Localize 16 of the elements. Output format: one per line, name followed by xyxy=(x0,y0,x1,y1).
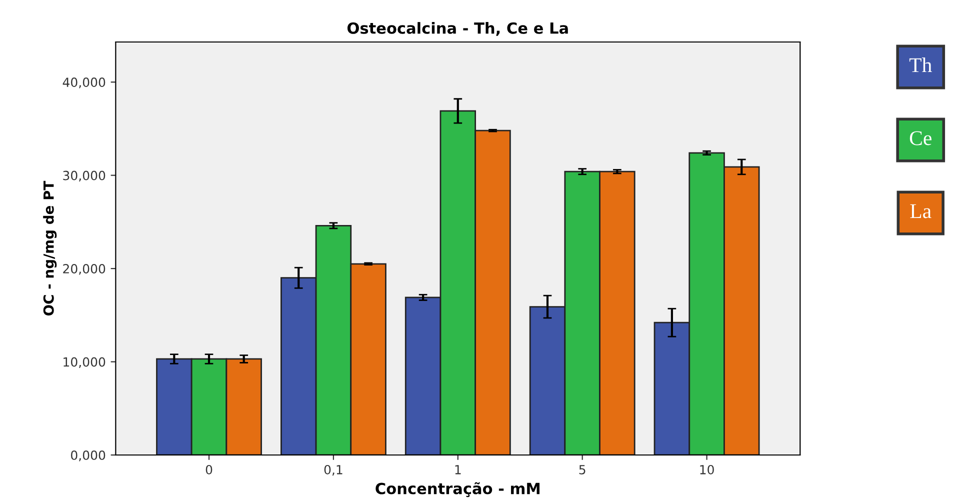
x-tick-label: 0,1 xyxy=(324,464,342,476)
x-tick-label: 5 xyxy=(579,465,586,474)
y-tick-label: 10,000 xyxy=(64,357,106,368)
x-tick-label: 1 xyxy=(455,465,461,474)
text: La xyxy=(910,204,932,218)
x-tick-label: 0 xyxy=(206,464,212,474)
y-tick-label: 20,000 xyxy=(63,264,106,275)
y-tick-label: 0,000 xyxy=(70,450,106,462)
text: Th xyxy=(909,58,932,72)
y-tick-label: 30,000 xyxy=(63,170,106,182)
chart-title: Osteocalcina - Th, Ce e La xyxy=(347,22,568,36)
y-axis-title: OC - ng/mg de PT xyxy=(43,180,57,316)
text: Ce xyxy=(910,131,932,146)
x-tick-label: 10 xyxy=(700,464,714,474)
y-tick-label: 40,000 xyxy=(62,78,106,88)
x-axis-title: Concentração - mM xyxy=(376,482,540,498)
